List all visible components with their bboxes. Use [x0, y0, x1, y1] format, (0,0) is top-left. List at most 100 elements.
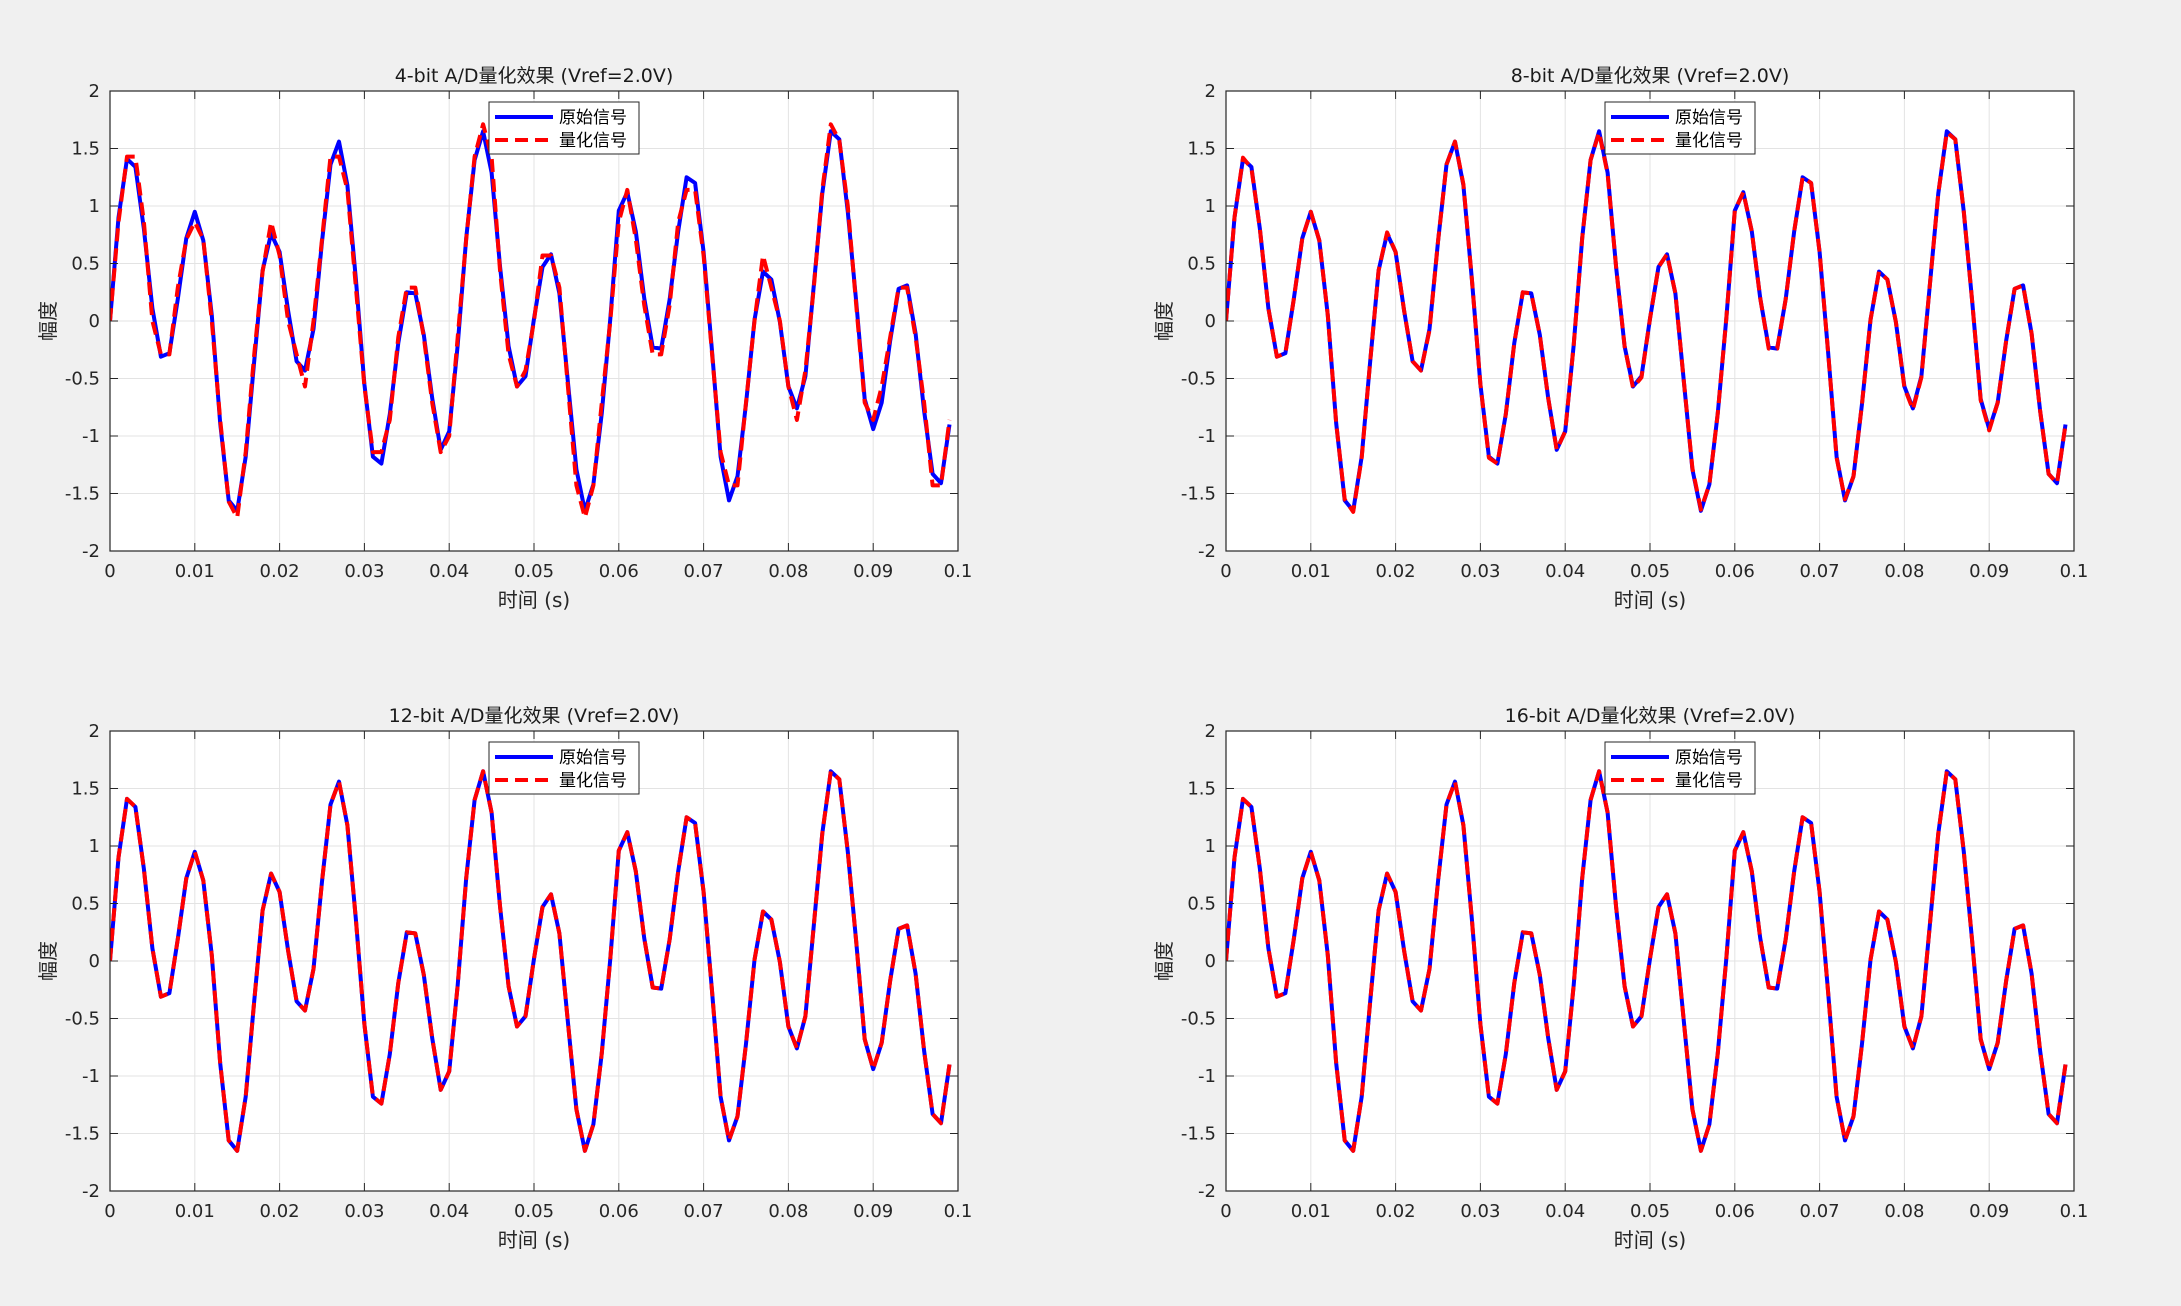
y-tick-label: 2: [89, 721, 100, 742]
y-tick-label: 1: [1205, 836, 1216, 857]
y-tick-label: 2: [89, 81, 100, 102]
x-tick-label: 0.03: [344, 1201, 384, 1222]
x-tick-label: 0.04: [429, 561, 469, 582]
y-tick-label: 1.5: [71, 139, 100, 160]
x-tick-label: 0.05: [1630, 561, 1670, 582]
x-tick-label: 0: [1220, 1201, 1231, 1222]
chart-panel: 0 0.01 0.02 0.03 0.04 0.05 0.06 0.07 0.08 0.09 0.1…: [36, 65, 972, 612]
y-tick-label: 0: [89, 951, 100, 972]
x-tick-label: 0.02: [260, 1201, 300, 1222]
x-tick-label: 0.1: [944, 561, 973, 582]
x-tick-label: 0.05: [1630, 1201, 1670, 1222]
x-tick-label: 0.02: [1376, 561, 1416, 582]
chart-panel: 0 0.01 0.02 0.03 0.04 0.05 0.06 0.07 0.08 0.09 0.1…: [36, 705, 972, 1252]
legend-box: [1604, 101, 1756, 155]
y-tick-label: 1: [89, 836, 100, 857]
x-tick-label: 0.02: [260, 561, 300, 582]
x-tick-label: 0.06: [599, 561, 639, 582]
y-tick-label: -1.5: [1181, 1124, 1216, 1145]
chart-title: 12-bit A/D量化效果 (Vref=2.0V): [389, 705, 680, 727]
x-tick-label: 0.1: [944, 1201, 973, 1222]
x-tick-label: 0.06: [599, 1201, 639, 1222]
y-tick-label: 1: [89, 196, 100, 217]
x-tick-label: 0.03: [1460, 561, 1500, 582]
x-tick-label: 0.07: [684, 561, 724, 582]
y-tick-label: 1.5: [71, 779, 100, 800]
x-axis-label: 时间 (s): [498, 588, 570, 612]
y-tick-label: -1.5: [65, 1124, 100, 1145]
y-tick-label: -1.5: [65, 484, 100, 505]
x-tick-label: 0.04: [1545, 561, 1585, 582]
y-tick-label: 0.5: [1187, 254, 1216, 275]
legend-label: 量化信号: [559, 771, 627, 791]
x-tick-label: 0.06: [1715, 1201, 1755, 1222]
x-tick-label: 0.01: [175, 1201, 215, 1222]
y-tick-label: 0.5: [71, 894, 100, 915]
y-axis-label: 幅度: [1152, 941, 1176, 981]
x-tick-label: 0.1: [2060, 1201, 2089, 1222]
x-tick-label: 0.08: [768, 561, 808, 582]
x-tick-label: 0.01: [1291, 561, 1331, 582]
x-tick-label: 0.03: [1460, 1201, 1500, 1222]
legend-label: 原始信号: [559, 108, 627, 128]
x-tick-label: 0.09: [1969, 561, 2009, 582]
y-axis-label: 幅度: [1152, 301, 1176, 341]
legend-label: 量化信号: [1675, 131, 1743, 151]
y-tick-label: 0.5: [71, 254, 100, 275]
y-tick-label: 0.5: [1187, 894, 1216, 915]
chart-title: 4-bit A/D量化效果 (Vref=2.0V): [395, 65, 674, 87]
chart-panel: 0 0.01 0.02 0.03 0.04 0.05 0.06 0.07 0.08 0.09 0.1…: [1152, 65, 2088, 612]
x-tick-label: 0.08: [1884, 561, 1924, 582]
x-tick-label: 0.1: [2060, 561, 2089, 582]
x-tick-label: 0.07: [1800, 1201, 1840, 1222]
legend-label: 原始信号: [559, 748, 627, 768]
y-tick-label: -0.5: [65, 1009, 100, 1030]
y-tick-label: 1: [1205, 196, 1216, 217]
x-tick-label: 0.08: [1884, 1201, 1924, 1222]
y-tick-label: -2: [82, 1181, 100, 1202]
y-tick-label: -2: [1198, 541, 1216, 562]
series-line-quantized: [110, 122, 952, 520]
x-tick-label: 0.09: [1969, 1201, 2009, 1222]
chart-title: 16-bit A/D量化效果 (Vref=2.0V): [1505, 705, 1796, 727]
y-tick-label: -0.5: [1181, 369, 1216, 390]
legend-label: 量化信号: [1675, 771, 1743, 791]
series-line-quantized: [1226, 130, 2068, 514]
x-tick-label: 0.03: [344, 561, 384, 582]
x-axis-label: 时间 (s): [498, 1228, 570, 1252]
x-tick-label: 0: [104, 561, 115, 582]
y-tick-label: -0.5: [65, 369, 100, 390]
legend-box: [1604, 741, 1756, 795]
x-tick-label: 0.09: [853, 1201, 893, 1222]
y-tick-label: 0: [1205, 311, 1216, 332]
x-tick-label: 0.09: [853, 561, 893, 582]
x-tick-label: 0.04: [1545, 1201, 1585, 1222]
y-tick-label: -1: [82, 426, 100, 447]
legend-label: 原始信号: [1675, 748, 1743, 768]
y-tick-label: -2: [1198, 1181, 1216, 1202]
y-tick-label: -1: [82, 1066, 100, 1087]
series-line-quantized: [110, 769, 952, 1153]
y-tick-label: -1: [1198, 1066, 1216, 1087]
y-tick-label: 2: [1205, 81, 1216, 102]
x-tick-label: 0.04: [429, 1201, 469, 1222]
y-tick-label: 2: [1205, 721, 1216, 742]
x-tick-label: 0.05: [514, 1201, 554, 1222]
x-axis-label: 时间 (s): [1614, 1228, 1686, 1252]
y-tick-label: 1.5: [1187, 779, 1216, 800]
x-tick-label: 0.01: [175, 561, 215, 582]
legend-label: 原始信号: [1675, 108, 1743, 128]
x-tick-label: 0.07: [1800, 561, 1840, 582]
x-tick-label: 0.02: [1376, 1201, 1416, 1222]
y-axis-label: 幅度: [36, 941, 60, 981]
y-tick-label: -1: [1198, 426, 1216, 447]
x-tick-label: 0.07: [684, 1201, 724, 1222]
y-tick-label: 1.5: [1187, 139, 1216, 160]
chart-panel: 0 0.01 0.02 0.03 0.04 0.05 0.06 0.07 0.08 0.09 0.1…: [1152, 705, 2088, 1252]
y-tick-label: 0: [1205, 951, 1216, 972]
